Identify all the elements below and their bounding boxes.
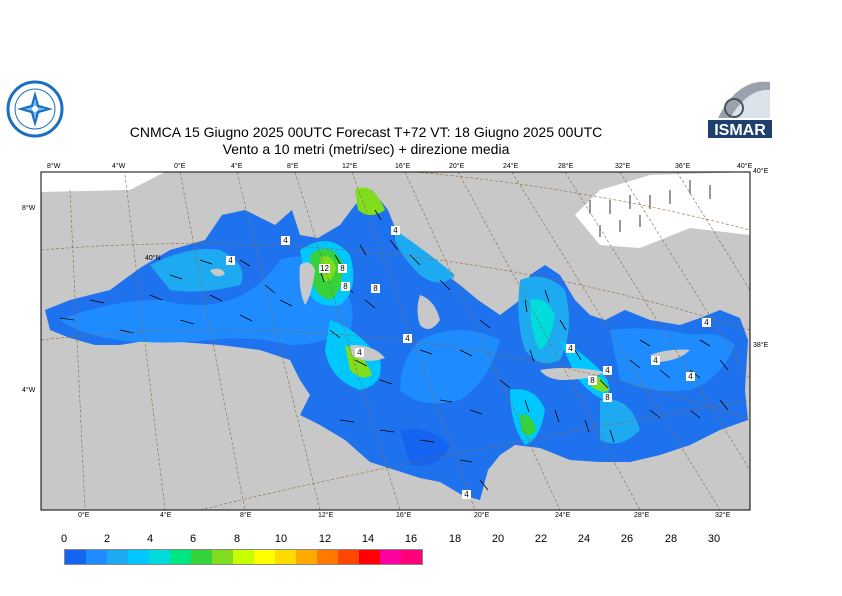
map-subtitle: Vento a 10 metri (metri/sec) + direzione… [222,141,510,157]
lat-tick: 4°W [22,387,36,394]
legend-swatch [191,550,212,564]
speed-labels: 4 4 12 8 8 8 4 4 4 4 8 4 4 4 4 8 4 [226,226,711,499]
lon-tick: 40°E [737,163,753,170]
legend-swatch [401,550,422,564]
lon-tick: 8°W [47,163,61,170]
svg-text:4: 4 [464,490,469,499]
legend-label: 18 [448,533,462,545]
legend-label: 8 [233,533,241,545]
legend-label: 26 [620,533,634,545]
lon-tick-bottom: 16°E [396,512,412,519]
lon-tick: 0°E [174,163,186,170]
lat-tick: 40°N [145,255,161,262]
lon-tick: 16°E [395,163,411,170]
lon-tick-bottom: 4°E [160,512,172,519]
legend-label: 28 [664,533,678,545]
svg-text:8: 8 [340,264,345,273]
lon-tick-bottom: 12°E [318,512,334,519]
lon-tick-bottom: 8°E [240,512,252,519]
lon-tick: 20°E [449,163,465,170]
legend-swatch [359,550,380,564]
graticule [41,172,750,510]
svg-text:12: 12 [320,264,329,273]
svg-text:4: 4 [228,256,233,265]
lon-tick: 28°E [558,163,574,170]
aeronautica-meteo-logo [6,80,64,138]
legend-label: 16 [404,533,418,545]
lon-tick: 32°E [615,163,631,170]
lon-tick-bottom: 32°E [715,512,731,519]
svg-text:8: 8 [590,376,595,385]
black-sea-area [575,172,750,248]
lat-tick: 8°W [22,205,36,212]
legend-swatch [149,550,170,564]
lon-tick: 4°W [112,163,126,170]
color-legend [64,549,423,565]
svg-text:4: 4 [405,334,410,343]
svg-text:8: 8 [373,284,378,293]
legend-label: 0 [60,533,68,545]
legend-swatch [338,550,359,564]
legend-swatch [380,550,401,564]
lon-tick-bottom: 24°E [555,512,571,519]
lon-tick-bottom: 20°E [474,512,490,519]
svg-text:4: 4 [393,226,398,235]
svg-text:4: 4 [605,366,610,375]
svg-text:4: 4 [688,372,693,381]
legend-label: 4 [146,533,154,545]
legend-swatch [254,550,275,564]
legend-label: 30 [707,533,721,545]
lon-tick-bottom: 28°E [634,512,650,519]
svg-text:4: 4 [357,348,362,357]
svg-text:4: 4 [283,236,288,245]
legend-label: 20 [491,533,505,545]
legend-swatch [233,550,254,564]
legend-label: 24 [577,533,591,545]
legend-label: 2 [103,533,111,545]
lon-tick: 24°E [503,163,519,170]
lat-tick-right: 40°E [753,168,769,175]
lat-tick-right: 38°E [753,342,769,349]
svg-text:4: 4 [704,318,709,327]
legend-label: 14 [361,533,375,545]
ismar-logo-text: ISMAR [714,122,766,139]
legend-swatch [170,550,191,564]
legend-label: 12 [318,533,332,545]
legend-swatch [65,550,86,564]
svg-text:4: 4 [653,356,658,365]
map-title: CNMCA 15 Giugno 2025 00UTC Forecast T+72… [129,124,603,140]
lon-tick: 36°E [675,163,691,170]
legend-swatch [212,550,233,564]
ismar-logo: ISMAR [708,78,772,140]
legend-label: 10 [274,533,288,545]
svg-text:8: 8 [605,393,610,402]
legend-swatch [128,550,149,564]
svg-text:4: 4 [568,344,573,353]
legend-swatch [86,550,107,564]
legend-swatch [317,550,338,564]
lon-tick: 4°E [231,163,243,170]
legend-label: 22 [534,533,548,545]
svg-text:8: 8 [343,282,348,291]
lon-tick: 8°E [287,163,299,170]
lon-tick: 12°E [342,163,358,170]
legend-swatch [107,550,128,564]
legend-swatch [296,550,317,564]
lon-tick-bottom: 0°E [78,512,90,519]
legend-swatch [275,550,296,564]
legend-label: 6 [189,533,197,545]
